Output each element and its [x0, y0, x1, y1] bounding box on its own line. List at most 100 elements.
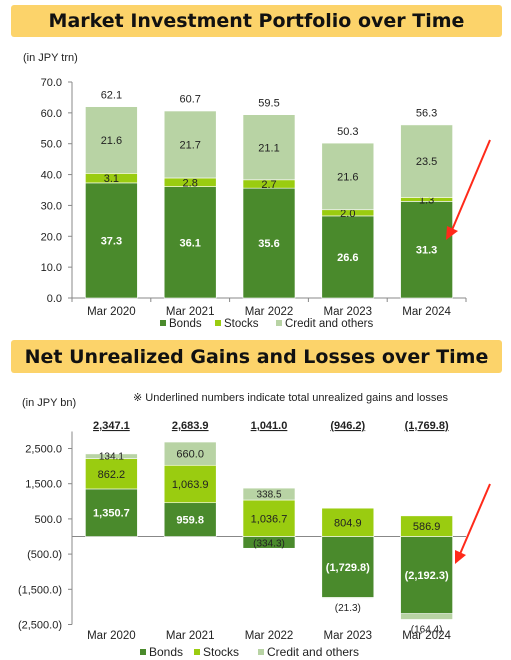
data-label-bonds: 35.6: [258, 238, 279, 250]
bar-stocks: [163, 464, 217, 504]
bar-bonds: [242, 187, 296, 299]
data-label-bonds: (334.3): [253, 538, 285, 549]
y-tick-label: 30.0: [41, 200, 62, 212]
bottom-chart-title: Net Unrealized Gains and Losses over Tim…: [11, 340, 502, 373]
x-tick-label: Mar 2022: [245, 306, 294, 318]
y-tick-label: 0.0: [47, 293, 62, 305]
y-tick-label: 20.0: [41, 231, 62, 243]
highlight-arrow-head: [455, 550, 466, 564]
bar-stocks: [400, 515, 453, 537]
legend-swatch-stocks: [194, 649, 200, 655]
y-tick-label: 50.0: [41, 139, 62, 151]
data-label-stocks: 804.9: [334, 517, 362, 529]
bar-bonds: [400, 536, 453, 614]
legend-swatch-stocks: [215, 320, 221, 326]
data-label-credit: 21.6: [337, 171, 358, 183]
bar-credit: [321, 142, 375, 211]
x-tick-label: Mar 2022: [245, 630, 294, 642]
bar-bonds: [163, 186, 217, 299]
bar-bonds: [163, 502, 217, 537]
data-label-bonds: 37.3: [101, 235, 122, 247]
bar-credit: [163, 441, 217, 466]
legend-label-bonds: Bonds: [169, 318, 202, 330]
y-tick-label: (2,500.0): [18, 620, 62, 632]
data-label-credit: 21.7: [179, 139, 200, 151]
data-label-stocks: 2.0: [340, 208, 355, 220]
data-label-credit: 21.1: [258, 142, 279, 154]
data-label-credit: (164.4): [411, 624, 443, 635]
x-tick-label: Mar 2021: [166, 306, 215, 318]
portfolio-chart: 0.0 10.0 20.0 30.0 40.0 50.0 60.0 70.0 37.3 3.1 21…: [41, 77, 491, 330]
bar-bonds: [321, 215, 375, 299]
data-label-stocks: 2.7: [261, 179, 276, 191]
bar-credit: [85, 453, 138, 459]
bar-bonds: [85, 488, 138, 537]
data-label-credit: 660.0: [176, 449, 204, 461]
total-label: 1,041.0: [251, 420, 288, 432]
top-chart-unit: (in JPY trn): [23, 52, 78, 64]
y-tick-label: 1,500.0: [25, 479, 62, 491]
bar-bonds: [400, 201, 453, 299]
data-label-stocks: 862.2: [98, 469, 126, 481]
data-label-credit: 23.5: [416, 156, 437, 168]
total-label: 56.3: [416, 107, 437, 119]
y-tick-label: 70.0: [41, 77, 62, 89]
x-tick-label: Mar 2023: [324, 306, 373, 318]
data-label-credit: 134.1: [99, 452, 124, 463]
legend-label-bonds: Bonds: [149, 645, 183, 659]
bottom-chart-unit: (in JPY bn): [22, 397, 77, 409]
bottom-chart-note: ※ Underlined numbers indicate total unre…: [133, 392, 448, 404]
y-tick-label: 2,500.0: [25, 444, 62, 456]
x-tick-label: Mar 2020: [87, 630, 136, 642]
x-tick-label: Mar 2024: [402, 630, 451, 642]
total-label: 2,683.9: [172, 420, 209, 432]
legend-label-stocks: Stocks: [203, 645, 239, 659]
total-label: 60.7: [179, 94, 200, 106]
legend-swatch-bonds: [140, 649, 146, 655]
data-label-stocks: 2.8: [183, 177, 198, 189]
data-label-bonds: (2,192.3): [405, 570, 449, 582]
total-label: 59.5: [258, 97, 279, 109]
legend-swatch-bonds: [160, 320, 166, 326]
data-label-bonds: 26.6: [337, 252, 358, 264]
bar-credit: [400, 124, 453, 198]
bar-bonds: [85, 182, 138, 299]
data-label-bonds: 959.8: [176, 515, 204, 527]
data-label-credit: (21.3): [335, 603, 361, 614]
data-label-credit: 21.6: [101, 135, 122, 147]
data-label-bonds: (1,729.8): [326, 562, 370, 574]
x-tick-label: Mar 2024: [402, 306, 451, 318]
bar-credit: [321, 597, 375, 599]
legend-swatch-credit: [276, 320, 282, 326]
x-tick-label: Mar 2020: [87, 306, 136, 318]
bar-credit: [242, 114, 296, 181]
bar-credit: [242, 487, 296, 501]
legend-label-credit: Credit and others: [285, 318, 373, 330]
data-label-bonds: 31.3: [416, 245, 437, 257]
legend-label-credit: Credit and others: [267, 645, 359, 659]
data-label-stocks: 586.9: [413, 521, 441, 533]
x-tick-label: Mar 2021: [166, 630, 215, 642]
total-label: (946.2): [330, 420, 365, 432]
legend-label-stocks: Stocks: [224, 318, 259, 330]
total-label: 62.1: [101, 89, 122, 101]
total-label: 50.3: [337, 126, 358, 138]
bar-stocks: [321, 507, 375, 537]
y-tick-label: (500.0): [27, 549, 62, 561]
data-label-bonds: 1,350.7: [93, 508, 130, 520]
y-tick-label: 60.0: [41, 108, 62, 120]
bar-credit: [400, 613, 453, 620]
highlight-arrow-head: [446, 226, 458, 240]
data-label-credit: 338.5: [256, 490, 281, 501]
bar-stocks: [242, 499, 296, 537]
data-label-stocks: 1,036.7: [251, 513, 288, 525]
top-chart-title: Market Investment Portfolio over Time: [11, 5, 502, 37]
data-label-bonds: 36.1: [179, 237, 200, 249]
data-label-stocks: 3.1: [104, 173, 119, 185]
bar-credit: [85, 106, 138, 174]
y-tick-label: 500.0: [34, 514, 62, 526]
legend-swatch-credit: [258, 649, 264, 655]
highlight-arrow: [459, 483, 491, 555]
total-label: 2,347.1: [93, 420, 130, 432]
